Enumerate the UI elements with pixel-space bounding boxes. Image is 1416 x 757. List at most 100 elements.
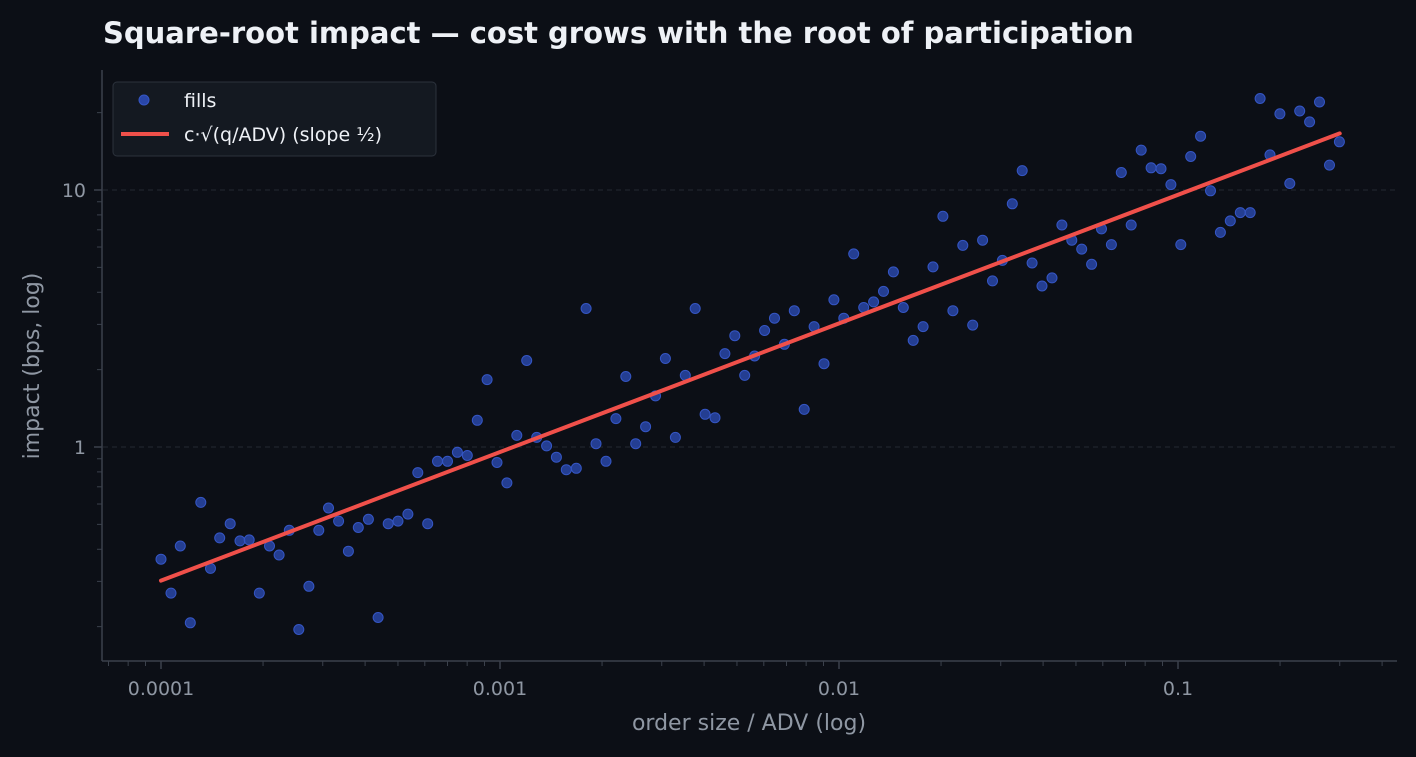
data-point	[184, 617, 196, 629]
data-point	[1175, 239, 1187, 251]
data-point	[521, 355, 533, 366]
data-point	[1105, 239, 1117, 251]
data-point	[382, 518, 394, 530]
data-point	[541, 440, 553, 452]
data-point	[917, 321, 929, 333]
data-point	[155, 553, 167, 565]
data-point	[759, 325, 771, 336]
x-tick-label: 0.0001	[128, 678, 194, 700]
data-point	[253, 587, 265, 599]
data-point	[868, 296, 880, 308]
data-point	[195, 496, 207, 508]
legend-label-fills: fills	[184, 90, 216, 112]
data-point	[1205, 185, 1216, 197]
data-point	[224, 518, 236, 530]
data-point	[214, 532, 226, 544]
data-point	[937, 210, 949, 222]
x-tick-label: 0.1	[1163, 678, 1193, 700]
data-point	[1294, 105, 1306, 117]
data-point	[501, 477, 513, 489]
data-point	[1135, 144, 1147, 156]
data-point	[769, 312, 780, 324]
data-point	[165, 587, 177, 599]
data-point	[442, 455, 453, 467]
data-point	[957, 239, 969, 251]
data-point	[1274, 108, 1286, 120]
data-point	[1016, 165, 1028, 177]
data-point	[273, 549, 285, 561]
data-point	[927, 261, 939, 273]
x-axis-label: order size / ADV (log)	[632, 711, 866, 736]
data-point	[392, 515, 404, 527]
data-point	[550, 451, 562, 463]
data-point	[333, 515, 345, 527]
data-point	[729, 330, 741, 342]
data-point	[689, 303, 701, 314]
data-point	[798, 403, 810, 415]
data-point	[977, 234, 989, 246]
data-point	[788, 305, 800, 317]
data-point	[1304, 116, 1316, 128]
data-point	[887, 266, 899, 278]
data-point	[1195, 130, 1207, 142]
legend-label-fit-line: c·√(q/ADV) (slope ½)	[184, 124, 382, 146]
data-point	[1333, 136, 1345, 148]
data-point	[372, 612, 384, 623]
data-point	[897, 302, 909, 313]
data-point	[1224, 215, 1236, 227]
legend-marker-fills	[138, 94, 150, 106]
data-point	[481, 374, 493, 386]
data-point	[432, 455, 443, 467]
data-point	[243, 534, 255, 546]
data-point	[303, 580, 315, 592]
x-tick-label: 0.01	[818, 678, 860, 700]
data-point	[1165, 179, 1177, 191]
data-point	[580, 303, 592, 314]
data-point	[1155, 163, 1167, 175]
data-point	[1056, 219, 1068, 231]
data-point	[848, 248, 860, 260]
y-tick-label: 1	[74, 437, 86, 459]
data-point	[422, 518, 434, 530]
data-point	[590, 438, 602, 450]
data-point	[1036, 280, 1048, 292]
data-point	[293, 624, 305, 635]
data-point	[719, 348, 731, 360]
data-point	[1086, 258, 1098, 270]
data-point	[947, 305, 959, 317]
data-point	[234, 535, 246, 547]
data-point	[1284, 178, 1296, 189]
axes	[101, 70, 1397, 662]
data-point	[1145, 162, 1157, 174]
data-point	[630, 438, 642, 450]
x-axis-ticks: 0.0001 0.001 0.01 0.1	[107, 661, 1383, 700]
x-tick-label: 0.001	[473, 678, 527, 700]
legend-box	[112, 81, 437, 157]
y-axis-label: impact (bps, log)	[20, 273, 45, 460]
data-point	[511, 429, 523, 441]
data-point	[1046, 272, 1058, 284]
data-point	[1314, 96, 1325, 108]
data-point	[174, 540, 186, 552]
data-point	[739, 369, 751, 381]
data-point	[1125, 219, 1137, 231]
data-point	[323, 502, 334, 514]
data-point	[471, 414, 483, 426]
scatter-series	[155, 93, 1345, 635]
legend: fills c·√(q/ADV) (slope ½)	[112, 81, 437, 157]
y-tick-label: 10	[62, 180, 86, 202]
data-point	[1244, 207, 1256, 219]
data-point	[342, 545, 354, 557]
data-point	[907, 334, 919, 346]
data-point	[313, 524, 325, 536]
chart-title: Square-root impact — cost grows with the…	[103, 16, 1134, 50]
data-point	[1006, 198, 1018, 210]
fit-line	[159, 131, 1342, 583]
data-point	[620, 371, 632, 382]
data-point	[987, 275, 998, 287]
data-point	[709, 412, 721, 424]
y-axis-ticks: 1 10	[62, 112, 102, 628]
data-point	[659, 353, 671, 364]
data-point	[699, 408, 711, 420]
